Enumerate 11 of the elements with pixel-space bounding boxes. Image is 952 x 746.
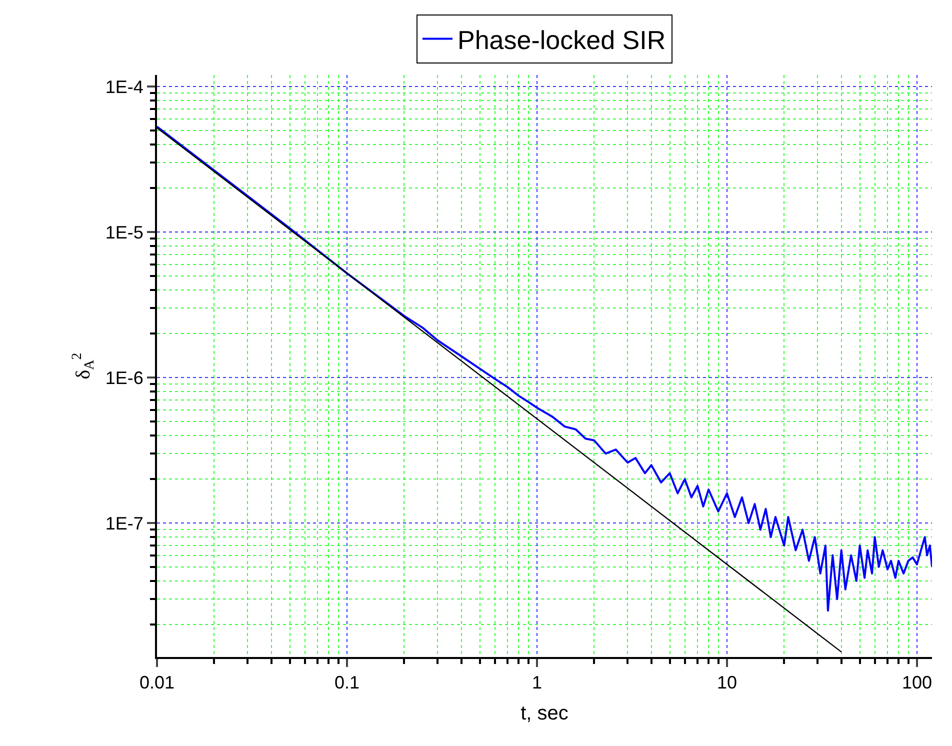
x-tick-label: 1 [532,672,542,693]
legend-label: Phase-locked SIR [458,24,666,55]
x-tick-label: 0.1 [334,672,360,693]
x-tick-label: 0.01 [139,672,175,693]
y-tick-label: 1E-4 [105,76,144,97]
y-tick-label: 1E-7 [105,513,144,534]
y-tick-label: 1E-5 [105,222,144,242]
x-tick-label: 10 [716,672,737,693]
x-axis-title: t, sec [520,702,568,725]
x-tick-label: 100 [902,672,932,693]
y-tick-label: 1E-6 [105,368,144,388]
